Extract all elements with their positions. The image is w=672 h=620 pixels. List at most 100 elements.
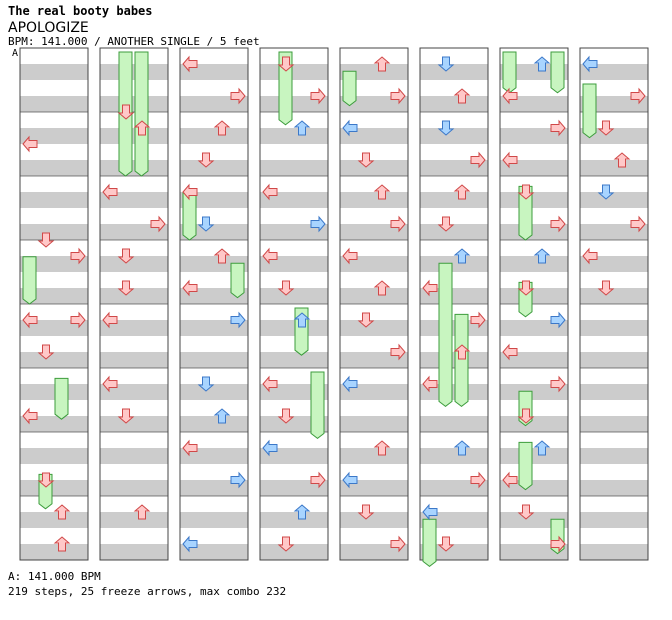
left-arrow — [102, 183, 118, 201]
beat-stripe — [180, 224, 248, 240]
down-arrow — [357, 152, 375, 168]
beat-stripe — [500, 256, 568, 272]
beat-stripe — [260, 544, 328, 560]
beat-stripe — [20, 64, 88, 80]
column-border — [19, 47, 89, 561]
beat-stripe — [20, 512, 88, 528]
beat-stripe — [420, 224, 488, 240]
left-arrow — [182, 55, 198, 73]
left-arrow — [182, 439, 198, 457]
up-arrow — [373, 56, 391, 72]
right-arrow — [390, 535, 406, 553]
left-arrow — [422, 503, 438, 521]
beat-stripe — [580, 384, 648, 400]
left-arrow — [22, 135, 38, 153]
beat-stripe — [420, 64, 488, 80]
up-arrow — [373, 184, 391, 200]
right-arrow — [550, 535, 566, 553]
down-arrow — [277, 408, 295, 424]
bpm-section-marker: A — [12, 48, 19, 59]
left-arrow — [102, 375, 118, 393]
beat-stripe — [580, 288, 648, 304]
beat-stripe — [500, 288, 568, 304]
right-arrow — [310, 215, 326, 233]
freeze-arrow — [518, 441, 533, 491]
beat-stripe — [420, 128, 488, 144]
beat-stripe — [20, 192, 88, 208]
freeze-arrow — [22, 256, 37, 305]
chart-column-3 — [179, 47, 249, 561]
left-arrow — [582, 55, 598, 73]
down-arrow — [437, 56, 455, 72]
up-arrow — [453, 344, 471, 360]
song-title: APOLOGIZE — [8, 20, 89, 36]
down-arrow — [597, 120, 615, 136]
beat-stripe — [100, 128, 168, 144]
beat-stripe — [100, 160, 168, 176]
left-arrow — [502, 471, 518, 489]
beat-stripe — [180, 384, 248, 400]
beat-stripe — [100, 416, 168, 432]
column-border — [339, 47, 409, 561]
column-border — [419, 47, 489, 561]
freeze-arrow — [230, 262, 245, 299]
beat-stripe — [340, 448, 408, 464]
beat-stripe — [100, 448, 168, 464]
beat-stripe — [580, 448, 648, 464]
right-arrow — [230, 471, 246, 489]
beat-stripe — [420, 544, 488, 560]
beat-stripe — [340, 288, 408, 304]
up-arrow — [533, 56, 551, 72]
beat-stripe — [20, 96, 88, 112]
left-arrow — [262, 375, 278, 393]
left-arrow — [582, 247, 598, 265]
right-arrow — [550, 311, 566, 329]
beat-stripe — [20, 224, 88, 240]
right-arrow — [550, 215, 566, 233]
left-arrow — [422, 375, 438, 393]
beat-stripe — [260, 160, 328, 176]
beat-stripe — [420, 448, 488, 464]
freeze-arrow — [582, 83, 597, 139]
up-arrow — [533, 248, 551, 264]
right-arrow — [470, 471, 486, 489]
right-arrow — [310, 471, 326, 489]
left-arrow — [262, 183, 278, 201]
chart-column-2 — [99, 47, 169, 561]
beat-stripe — [340, 416, 408, 432]
down-arrow — [437, 120, 455, 136]
left-arrow — [422, 279, 438, 297]
beat-stripe — [580, 352, 648, 368]
right-arrow — [630, 215, 646, 233]
up-arrow — [453, 88, 471, 104]
up-arrow — [133, 120, 151, 136]
right-arrow — [550, 119, 566, 137]
beat-stripe — [100, 480, 168, 496]
column-border — [579, 47, 649, 561]
up-arrow — [613, 152, 631, 168]
down-arrow — [37, 232, 55, 248]
freeze-arrow — [550, 518, 565, 555]
freeze-arrow — [342, 70, 357, 107]
beat-stripe — [580, 480, 648, 496]
beat-stripe — [180, 128, 248, 144]
up-arrow — [53, 536, 71, 552]
beat-stripe — [500, 416, 568, 432]
down-arrow — [517, 280, 535, 296]
beat-stripe — [100, 64, 168, 80]
down-arrow — [277, 280, 295, 296]
up-arrow — [213, 120, 231, 136]
artist-name: The real booty babes — [8, 4, 153, 18]
beat-stripe — [20, 384, 88, 400]
right-arrow — [390, 343, 406, 361]
beat-stripe — [260, 128, 328, 144]
beat-stripe — [260, 64, 328, 80]
freeze-arrow — [438, 262, 453, 408]
down-arrow — [517, 408, 535, 424]
right-arrow — [70, 247, 86, 265]
left-arrow — [182, 535, 198, 553]
beat-stripe — [580, 512, 648, 528]
beat-stripe — [20, 448, 88, 464]
chart-column-7 — [499, 47, 569, 561]
